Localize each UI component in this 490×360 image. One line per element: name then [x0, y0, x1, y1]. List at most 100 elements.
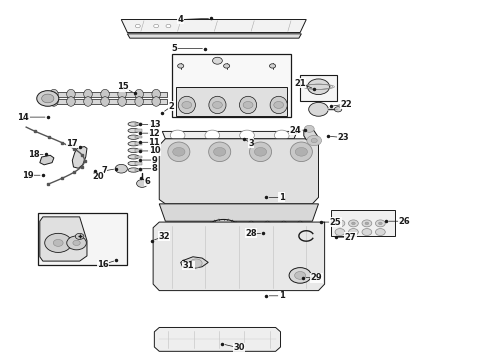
- Polygon shape: [40, 155, 54, 165]
- Text: 13: 13: [148, 120, 160, 129]
- Polygon shape: [159, 204, 318, 221]
- Circle shape: [375, 229, 385, 235]
- Ellipse shape: [178, 96, 196, 114]
- Ellipse shape: [67, 97, 75, 106]
- Circle shape: [213, 57, 222, 64]
- Bar: [135, 123, 142, 125]
- Circle shape: [115, 165, 127, 173]
- Text: 1: 1: [279, 291, 285, 300]
- Ellipse shape: [246, 221, 256, 239]
- Ellipse shape: [135, 89, 144, 99]
- Polygon shape: [176, 87, 287, 116]
- Ellipse shape: [279, 221, 289, 239]
- Polygon shape: [73, 147, 87, 168]
- Ellipse shape: [49, 97, 58, 106]
- Ellipse shape: [49, 89, 58, 99]
- Circle shape: [37, 91, 59, 106]
- Text: 11: 11: [148, 138, 160, 147]
- Text: 9: 9: [151, 156, 157, 165]
- Bar: [135, 136, 142, 139]
- Circle shape: [304, 125, 314, 132]
- Text: 10: 10: [148, 147, 160, 156]
- Ellipse shape: [128, 135, 139, 139]
- Text: 18: 18: [28, 150, 40, 159]
- Circle shape: [338, 222, 342, 225]
- Circle shape: [254, 148, 267, 156]
- Circle shape: [137, 180, 147, 187]
- Ellipse shape: [67, 89, 75, 99]
- Bar: [135, 149, 142, 152]
- Text: 8: 8: [151, 164, 157, 173]
- Circle shape: [178, 64, 184, 68]
- Text: 28: 28: [245, 229, 257, 238]
- Circle shape: [211, 225, 236, 242]
- Circle shape: [154, 24, 159, 28]
- Circle shape: [67, 236, 86, 250]
- Ellipse shape: [270, 96, 287, 114]
- Circle shape: [335, 107, 342, 112]
- Ellipse shape: [249, 142, 271, 162]
- Circle shape: [274, 102, 284, 108]
- Text: 21: 21: [294, 79, 306, 88]
- Text: 22: 22: [340, 100, 352, 109]
- Ellipse shape: [240, 96, 257, 114]
- Circle shape: [308, 79, 330, 95]
- Text: 26: 26: [398, 217, 410, 226]
- Text: 4: 4: [178, 15, 184, 24]
- Text: 17: 17: [67, 139, 78, 148]
- Circle shape: [223, 64, 230, 68]
- Text: 23: 23: [337, 133, 349, 142]
- Circle shape: [365, 222, 369, 225]
- Ellipse shape: [84, 89, 92, 99]
- Circle shape: [274, 130, 289, 140]
- Text: 2: 2: [169, 102, 174, 111]
- Text: 30: 30: [233, 343, 245, 352]
- Text: 6: 6: [144, 177, 150, 186]
- Bar: [135, 129, 142, 132]
- Bar: [135, 162, 142, 165]
- Ellipse shape: [128, 129, 139, 133]
- Bar: [135, 143, 142, 145]
- Ellipse shape: [152, 97, 161, 106]
- Circle shape: [166, 24, 171, 28]
- Circle shape: [190, 259, 202, 267]
- Bar: [331, 210, 395, 237]
- Text: 24: 24: [290, 126, 301, 135]
- Ellipse shape: [128, 148, 139, 153]
- Text: 12: 12: [148, 129, 160, 138]
- Circle shape: [335, 220, 345, 227]
- Bar: [48, 99, 167, 104]
- Circle shape: [270, 64, 276, 68]
- Circle shape: [42, 94, 54, 103]
- Text: 14: 14: [18, 113, 29, 122]
- Ellipse shape: [152, 89, 161, 99]
- Circle shape: [311, 138, 318, 143]
- Circle shape: [182, 102, 192, 108]
- Ellipse shape: [168, 142, 190, 162]
- Text: 19: 19: [22, 171, 33, 180]
- Text: 31: 31: [183, 261, 195, 270]
- Ellipse shape: [128, 161, 139, 166]
- Circle shape: [240, 130, 254, 140]
- Bar: [135, 156, 142, 158]
- Polygon shape: [159, 139, 318, 204]
- Text: 20: 20: [92, 172, 104, 181]
- Text: 7: 7: [101, 166, 107, 175]
- Ellipse shape: [118, 97, 126, 106]
- Circle shape: [214, 148, 226, 156]
- Ellipse shape: [84, 97, 92, 106]
- Ellipse shape: [101, 97, 109, 106]
- Circle shape: [171, 130, 185, 140]
- Circle shape: [379, 222, 382, 225]
- Polygon shape: [162, 131, 297, 139]
- Ellipse shape: [135, 97, 144, 106]
- Circle shape: [75, 233, 84, 239]
- Circle shape: [375, 220, 385, 227]
- Circle shape: [362, 220, 372, 227]
- Ellipse shape: [265, 226, 270, 234]
- Ellipse shape: [209, 96, 226, 114]
- Ellipse shape: [128, 168, 139, 172]
- Circle shape: [348, 229, 358, 235]
- Ellipse shape: [128, 141, 139, 146]
- Text: 3: 3: [248, 139, 254, 148]
